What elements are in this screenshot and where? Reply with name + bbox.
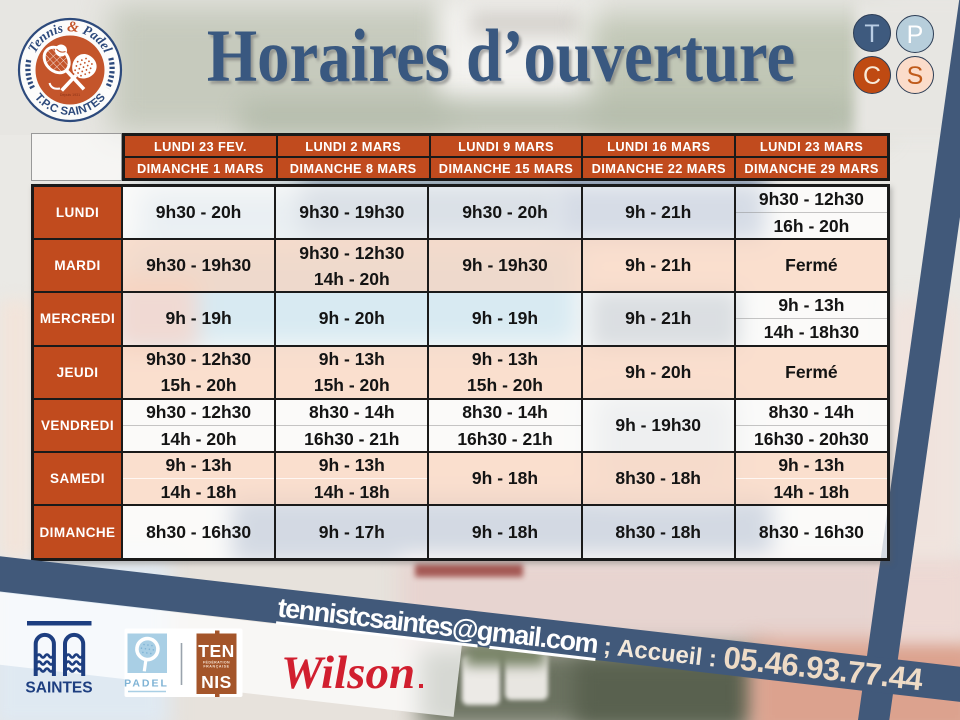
svg-text:PADEL: PADEL bbox=[124, 678, 169, 690]
svg-text:FÉDÉRATION: FÉDÉRATION bbox=[203, 660, 230, 665]
svg-text:Wilson: Wilson bbox=[281, 647, 415, 699]
svg-text:TEN: TEN bbox=[198, 641, 235, 661]
svg-text:FRANÇAISE: FRANÇAISE bbox=[203, 665, 229, 669]
svg-text:SAINTES: SAINTES bbox=[25, 680, 92, 697]
svg-text:NIS: NIS bbox=[201, 672, 232, 692]
svg-text:Depuis 1931: Depuis 1931 bbox=[60, 93, 80, 97]
